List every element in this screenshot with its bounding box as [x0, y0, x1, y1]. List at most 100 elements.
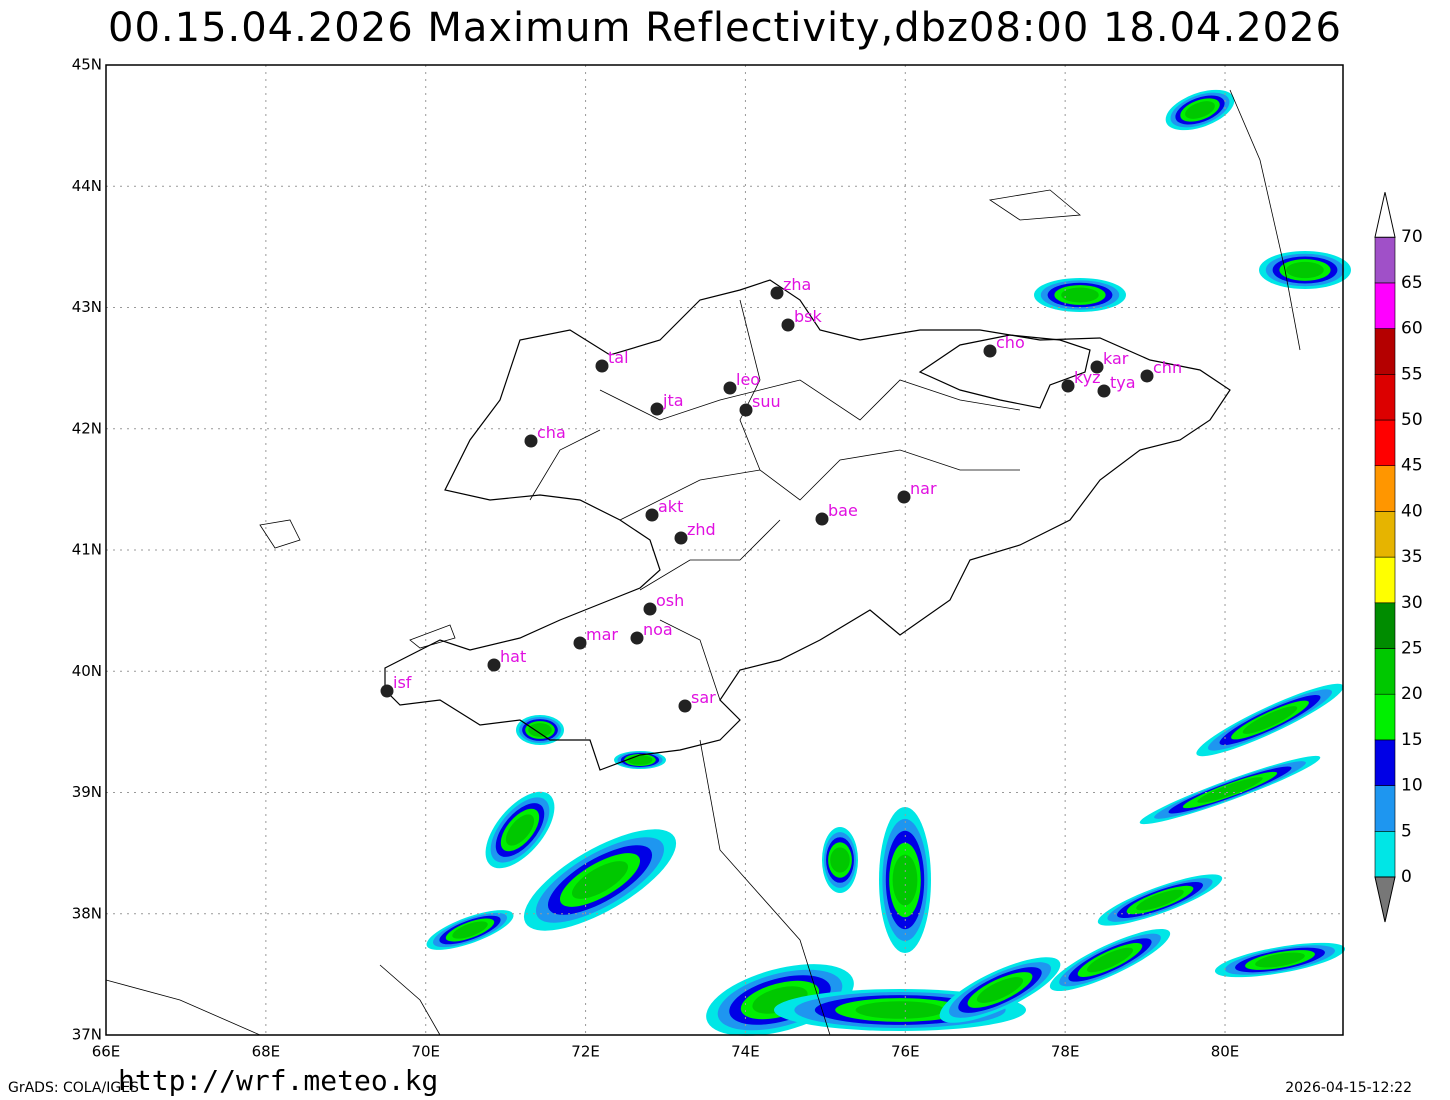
station-label: tal	[608, 348, 629, 367]
station-label: chn	[1153, 358, 1182, 377]
colorbar-label: 0	[1401, 867, 1412, 887]
grid: 66E 68E 70E 72E 74E 76E 78E 80E 37N 38N 39N 40N 41N 4…	[72, 56, 1343, 1061]
colorbar-bin	[1374, 465, 1396, 512]
colorbar-label: 15	[1401, 730, 1423, 750]
colorbar-bin	[1374, 602, 1396, 649]
lon-tick-label: 66E	[92, 1043, 121, 1061]
outer-borders	[105, 89, 1301, 1036]
radar-echo	[1136, 889, 1184, 911]
radar-echo	[1286, 261, 1324, 279]
station-marker	[650, 402, 664, 416]
station-label: hat	[500, 647, 526, 666]
radar-echo	[452, 921, 488, 939]
station-label: akt	[658, 497, 683, 516]
colorbar-label: 60	[1401, 319, 1423, 339]
colorbar-label: 5	[1401, 821, 1412, 841]
station-label: noa	[643, 620, 673, 639]
station-label: bsk	[794, 307, 822, 326]
footer-grads: GrADS: COLA/IGES	[8, 1080, 139, 1096]
map-title: 00.15.04.2026 Maximum Reflectivity,dbz08…	[108, 5, 1342, 51]
radar-echo	[1242, 706, 1298, 734]
radar-echo	[627, 755, 653, 765]
radar-echo	[976, 977, 1024, 1003]
station-marker	[678, 699, 692, 713]
station-marker	[487, 658, 501, 672]
colorbar-bin	[1374, 236, 1396, 284]
colorbar-label: 35	[1401, 547, 1423, 567]
lat-tick-label: 42N	[72, 419, 102, 437]
station-marker	[815, 512, 829, 526]
lon-tick-label: 70E	[411, 1043, 440, 1061]
colorbar-label: 55	[1401, 364, 1423, 384]
lon-tick-label: 68E	[252, 1043, 281, 1061]
radar-echo	[855, 1001, 945, 1019]
lat-tick-label: 44N	[72, 177, 102, 195]
lat-tick-label: 45N	[72, 56, 102, 74]
station-marker	[630, 631, 644, 645]
radar-echo	[528, 723, 552, 737]
station-label: suu	[752, 392, 781, 411]
station-label: tya	[1110, 373, 1136, 392]
map-frame	[105, 64, 1344, 1036]
colorbar-bin	[1374, 373, 1396, 421]
lat-tick-label: 37N	[72, 1026, 102, 1044]
radar-echoes	[426, 89, 1351, 1036]
station-marker	[674, 531, 688, 545]
colorbar-bin	[1374, 282, 1396, 329]
station-marker	[781, 318, 795, 332]
lon-tick-label: 76E	[891, 1043, 920, 1061]
station-label: osh	[656, 591, 684, 610]
station-marker	[524, 434, 538, 448]
station-label: jta	[662, 391, 684, 410]
country-border	[384, 279, 1231, 771]
footer-timestamp: 2026-04-15-12:22	[1285, 1080, 1412, 1096]
radar-echo	[1185, 101, 1215, 119]
station-marker	[1140, 369, 1154, 383]
station-label: mar	[586, 625, 618, 644]
lon-tick-label: 78E	[1051, 1043, 1080, 1061]
radar-echo	[1255, 952, 1305, 968]
lake-issyk-kul	[918, 334, 1091, 409]
station-marker	[380, 684, 394, 698]
lat-tick-label: 40N	[72, 662, 102, 680]
lat-tick-label: 38N	[72, 904, 102, 922]
colorbar-bin	[1374, 830, 1396, 878]
station-label: cho	[996, 333, 1025, 352]
radar-echo	[892, 854, 918, 906]
lat-tick-label: 41N	[72, 541, 102, 559]
station-marker	[645, 508, 659, 522]
station-label: sar	[691, 688, 716, 707]
station-label: kyz	[1074, 368, 1101, 387]
station-marker	[739, 403, 753, 417]
station-marker	[1097, 384, 1111, 398]
station-marker	[897, 490, 911, 504]
station-label: kar	[1103, 349, 1129, 368]
station-marker	[595, 359, 609, 373]
radar-echo	[1061, 287, 1099, 303]
lat-tick-label: 39N	[72, 783, 102, 801]
station-marker	[723, 381, 737, 395]
colorbar: 0 5 10 15 20 25 30 35 40 45 50 55 60 65 70	[1374, 192, 1423, 923]
colorbar-label: 20	[1401, 684, 1423, 704]
footer-url: http://wrf.meteo.kg	[118, 1064, 438, 1097]
colorbar-label: 50	[1401, 410, 1423, 430]
station-marker	[1061, 379, 1075, 393]
radar-echo	[830, 847, 850, 873]
colorbar-over	[1374, 192, 1396, 238]
colorbar-bin	[1374, 556, 1396, 604]
station-marker	[643, 602, 657, 616]
colorbar-bin	[1374, 419, 1396, 467]
colorbar-label: 30	[1401, 593, 1423, 613]
station-label: cha	[537, 423, 566, 442]
lon-tick-label: 80E	[1211, 1043, 1240, 1061]
radar-echo	[1086, 947, 1134, 973]
radar-echo	[1197, 777, 1263, 803]
colorbar-label: 65	[1401, 273, 1423, 293]
station-marker	[573, 636, 587, 650]
radar-echo	[571, 861, 629, 899]
lon-tick-label: 72E	[571, 1043, 600, 1061]
lon-tick-label: 74E	[731, 1043, 760, 1061]
station-label: leo	[736, 370, 760, 389]
